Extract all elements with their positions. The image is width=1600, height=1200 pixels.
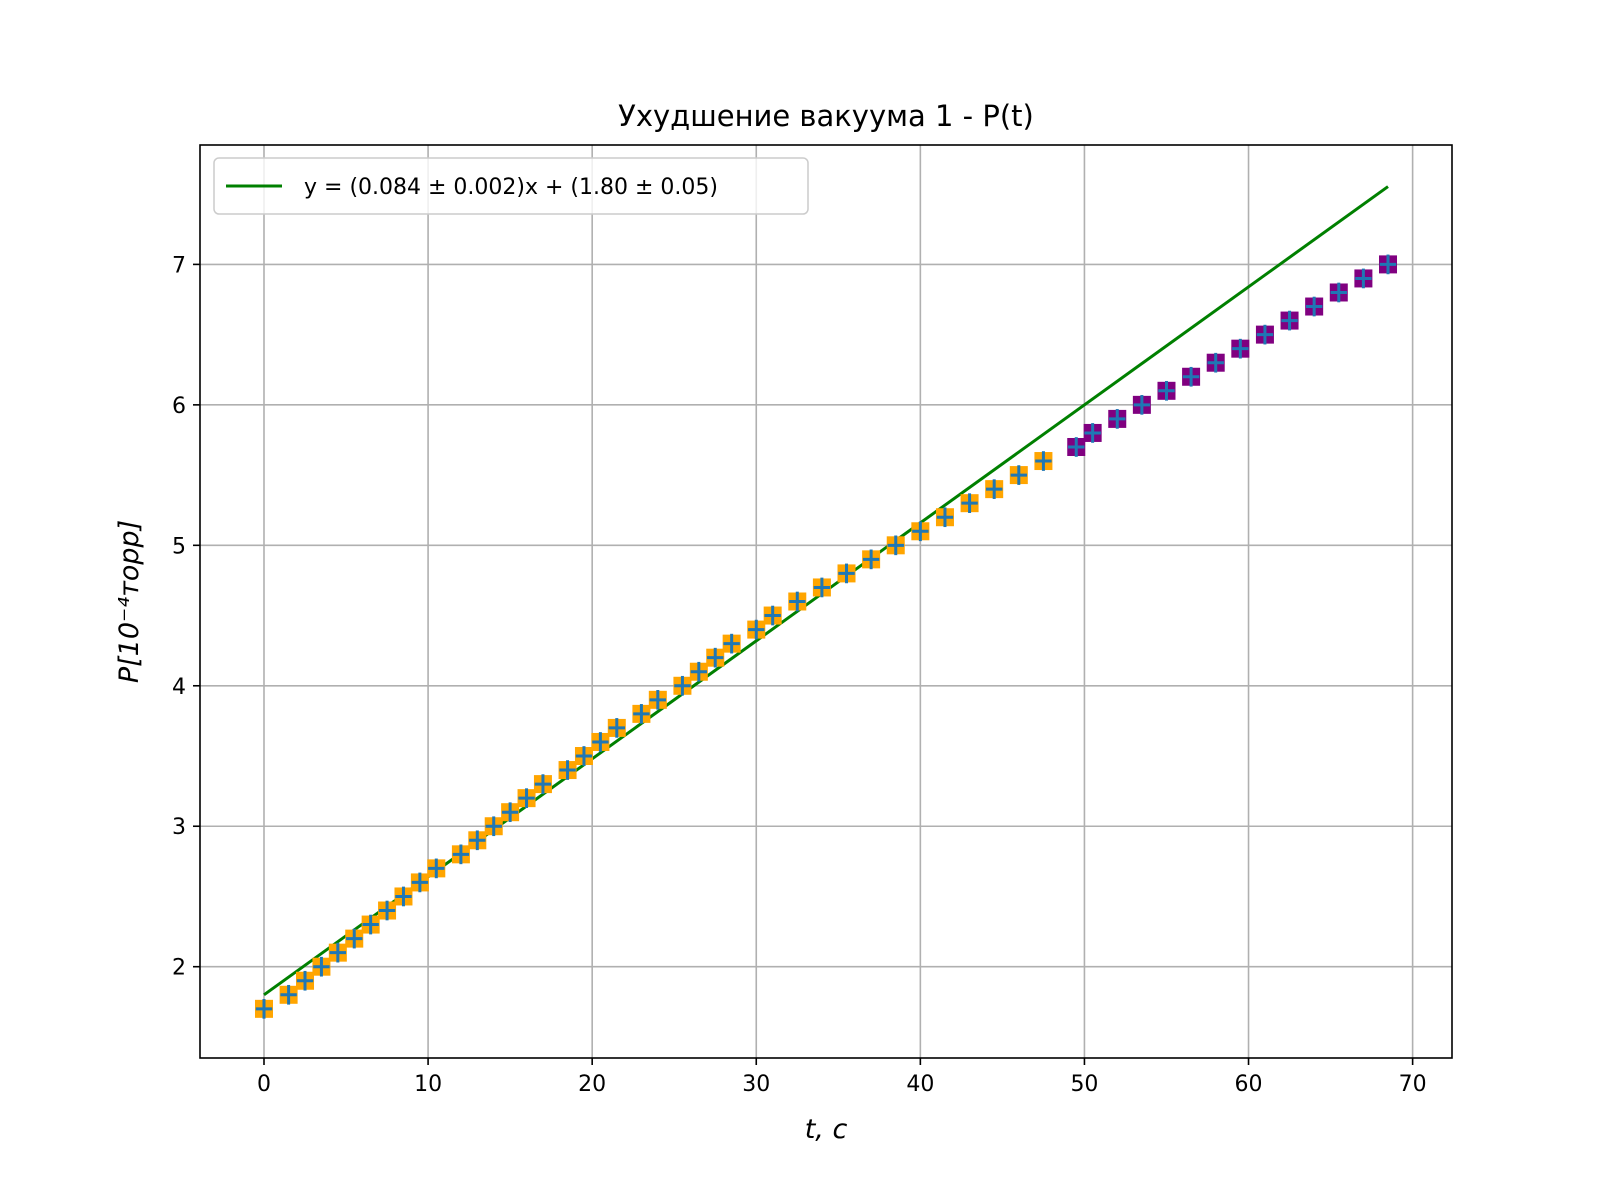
x-axis-label: t, c <box>805 1114 848 1145</box>
data-point <box>1157 380 1176 401</box>
data-point <box>1182 366 1201 387</box>
data-point <box>689 661 708 682</box>
data-point <box>886 535 905 556</box>
data-point <box>1329 282 1348 303</box>
plot-frame <box>199 144 1453 1059</box>
x-tick-label: 30 <box>742 1072 770 1097</box>
data-point <box>1255 324 1274 345</box>
legend-label-fit-line: y = (0.084 ± 0.002)x + (1.80 ± 0.05) <box>304 175 718 200</box>
data-point <box>312 956 331 977</box>
data-point <box>574 746 593 766</box>
data-point <box>451 844 470 865</box>
data-point <box>1034 451 1053 471</box>
data-point <box>1132 395 1151 415</box>
data-point <box>722 633 741 654</box>
data-points-layer <box>254 254 1398 1019</box>
grid <box>200 145 1452 1058</box>
data-point <box>648 689 667 710</box>
x-tick-label: 0 <box>257 1072 271 1097</box>
y-tick-label: 3 <box>172 815 186 840</box>
y-tick-label: 4 <box>172 675 186 700</box>
data-point <box>837 563 856 584</box>
data-point <box>558 760 577 780</box>
data-point <box>533 774 552 794</box>
legend-box <box>213 157 809 215</box>
x-tick-label: 10 <box>414 1072 442 1097</box>
data-point <box>468 830 487 851</box>
data-point <box>254 999 273 1019</box>
data-point <box>862 549 881 570</box>
x-tick-label: 70 <box>1399 1072 1427 1097</box>
data-point <box>673 675 692 696</box>
y-tick-label: 7 <box>172 253 186 278</box>
x-tick-label: 50 <box>1070 1072 1098 1097</box>
data-point <box>812 577 831 598</box>
data-point <box>328 942 347 963</box>
data-point <box>985 479 1004 499</box>
data-point <box>517 788 536 808</box>
data-point <box>788 591 807 612</box>
data-point <box>484 816 503 837</box>
data-point <box>1379 254 1398 275</box>
data-point <box>935 507 954 528</box>
data-point <box>1067 437 1086 457</box>
y-axis-ticks: 2 3 4 5 6 7 <box>172 253 200 981</box>
data-point <box>763 605 782 626</box>
data-point <box>607 718 626 738</box>
data-point <box>1354 268 1373 289</box>
data-point <box>1083 423 1102 443</box>
data-point <box>1108 409 1127 429</box>
data-point <box>394 886 413 907</box>
legend: y = (0.084 ± 0.002)x + (1.80 ± 0.05) <box>213 157 809 215</box>
data-point <box>410 872 429 893</box>
y-tick-label: 2 <box>172 956 186 981</box>
y-tick-label: 5 <box>172 534 186 559</box>
x-tick-label: 40 <box>906 1072 934 1097</box>
data-point <box>591 732 610 752</box>
data-point <box>747 619 766 640</box>
y-tick-label: 6 <box>172 394 186 419</box>
data-point <box>427 858 446 879</box>
data-point <box>345 928 364 949</box>
x-axis-ticks: 0 10 20 30 40 50 60 70 <box>257 1058 1427 1097</box>
data-point <box>279 984 298 1005</box>
data-point <box>1305 296 1324 317</box>
data-point <box>501 802 520 823</box>
data-point <box>1009 465 1028 485</box>
y-axis-label: P[10⁻⁴торр] <box>114 520 145 683</box>
x-tick-label: 20 <box>578 1072 606 1097</box>
data-point <box>1231 338 1250 359</box>
data-point <box>1280 310 1299 331</box>
data-point <box>378 900 397 921</box>
data-point <box>361 914 380 935</box>
data-point <box>632 704 651 724</box>
x-tick-label: 60 <box>1235 1072 1263 1097</box>
data-point <box>296 970 315 991</box>
data-point <box>960 493 979 514</box>
data-point <box>911 521 930 542</box>
data-point <box>1206 352 1225 373</box>
data-point <box>706 647 725 668</box>
chart-title: Ухудшение вакуума 1 - P(t) <box>618 99 1034 133</box>
